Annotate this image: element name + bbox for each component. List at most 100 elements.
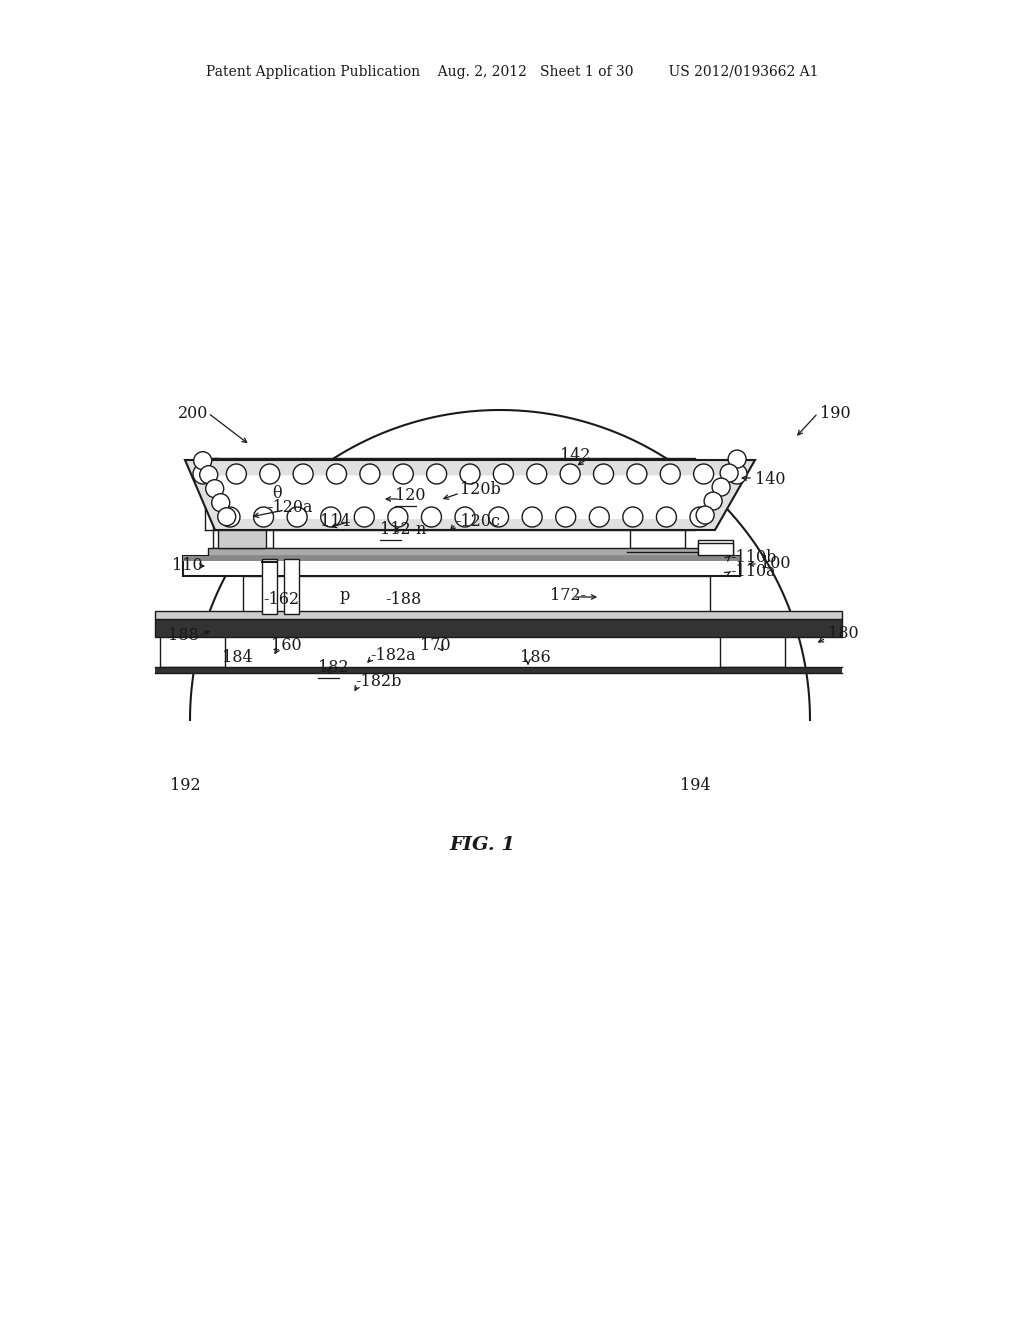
Text: -182a: -182a (370, 647, 416, 664)
Circle shape (623, 507, 643, 527)
Circle shape (690, 507, 710, 527)
Text: -188: -188 (385, 591, 421, 609)
Text: 142: 142 (560, 446, 591, 463)
Text: -120c: -120c (455, 512, 500, 529)
Bar (213, 458, 695, 466)
Bar (213, 504, 695, 513)
Text: 194: 194 (680, 777, 711, 795)
Text: n: n (415, 521, 425, 539)
Circle shape (293, 465, 313, 484)
Text: -110a: -110a (730, 564, 775, 581)
Text: θ: θ (272, 486, 282, 503)
Text: 120b: 120b (460, 482, 501, 499)
Circle shape (218, 508, 236, 525)
Bar (213, 498, 695, 504)
Circle shape (287, 507, 307, 527)
Text: 186: 186 (520, 649, 551, 667)
Text: 172-: 172- (550, 587, 586, 605)
Text: 140: 140 (755, 471, 785, 488)
Bar (213, 482, 695, 488)
Polygon shape (185, 459, 755, 531)
Circle shape (260, 465, 280, 484)
Text: 110: 110 (172, 557, 203, 574)
Text: -120a: -120a (267, 499, 312, 516)
Text: 180: 180 (828, 626, 859, 643)
Bar (155, 611, 842, 619)
Bar (183, 556, 740, 561)
Circle shape (455, 507, 475, 527)
Text: 112: 112 (380, 521, 411, 539)
Bar (160, 638, 225, 667)
Circle shape (254, 507, 273, 527)
Circle shape (556, 507, 575, 527)
Bar (183, 556, 740, 576)
Text: 190: 190 (820, 404, 851, 421)
Circle shape (226, 465, 247, 484)
Circle shape (354, 507, 375, 527)
Bar (630, 531, 685, 548)
Bar (218, 531, 266, 548)
Text: -110b: -110b (730, 549, 776, 566)
Text: 100: 100 (760, 556, 791, 573)
Bar (213, 466, 695, 473)
Bar (155, 667, 842, 673)
Text: -162: -162 (263, 591, 299, 609)
Circle shape (627, 465, 647, 484)
Text: 192: 192 (170, 777, 201, 795)
Circle shape (522, 507, 542, 527)
Circle shape (460, 465, 480, 484)
Bar (698, 540, 733, 558)
Circle shape (327, 465, 346, 484)
Bar (213, 488, 695, 498)
Circle shape (393, 465, 414, 484)
Bar (698, 543, 733, 554)
Circle shape (589, 507, 609, 527)
Text: 188-: 188- (168, 627, 204, 644)
Circle shape (427, 465, 446, 484)
Circle shape (696, 506, 714, 524)
Circle shape (693, 465, 714, 484)
Bar (720, 638, 785, 667)
Circle shape (705, 492, 722, 510)
Circle shape (720, 465, 738, 482)
Circle shape (422, 507, 441, 527)
Bar (213, 520, 695, 531)
Bar (243, 576, 710, 614)
Circle shape (488, 507, 509, 527)
Polygon shape (207, 475, 733, 519)
Bar (155, 619, 842, 638)
Circle shape (212, 494, 229, 512)
Text: -182b: -182b (355, 673, 401, 690)
Text: Patent Application Publication    Aug. 2, 2012   Sheet 1 of 30        US 2012/01: Patent Application Publication Aug. 2, 2… (206, 65, 818, 79)
Circle shape (388, 507, 408, 527)
Text: 120: 120 (395, 487, 426, 504)
Circle shape (712, 478, 730, 496)
Circle shape (494, 465, 513, 484)
Bar (213, 513, 695, 520)
Circle shape (193, 465, 213, 484)
Circle shape (206, 479, 223, 498)
Text: 114: 114 (319, 513, 350, 531)
Bar (213, 473, 695, 482)
Circle shape (656, 507, 677, 527)
Text: p: p (340, 587, 350, 605)
Text: 182: 182 (318, 660, 348, 676)
Circle shape (660, 465, 680, 484)
Circle shape (727, 465, 746, 484)
Circle shape (200, 466, 218, 483)
Circle shape (321, 507, 341, 527)
Bar (213, 531, 273, 548)
Circle shape (194, 451, 212, 470)
Text: 200: 200 (178, 404, 208, 421)
Text: 184: 184 (222, 649, 253, 667)
Bar (284, 558, 299, 614)
Circle shape (359, 465, 380, 484)
Bar (208, 548, 700, 556)
Text: 160: 160 (271, 636, 302, 653)
Text: FIG. 1: FIG. 1 (449, 836, 515, 854)
Bar (262, 558, 278, 614)
Circle shape (594, 465, 613, 484)
Circle shape (728, 450, 746, 469)
Circle shape (526, 465, 547, 484)
Text: 170: 170 (420, 636, 451, 653)
